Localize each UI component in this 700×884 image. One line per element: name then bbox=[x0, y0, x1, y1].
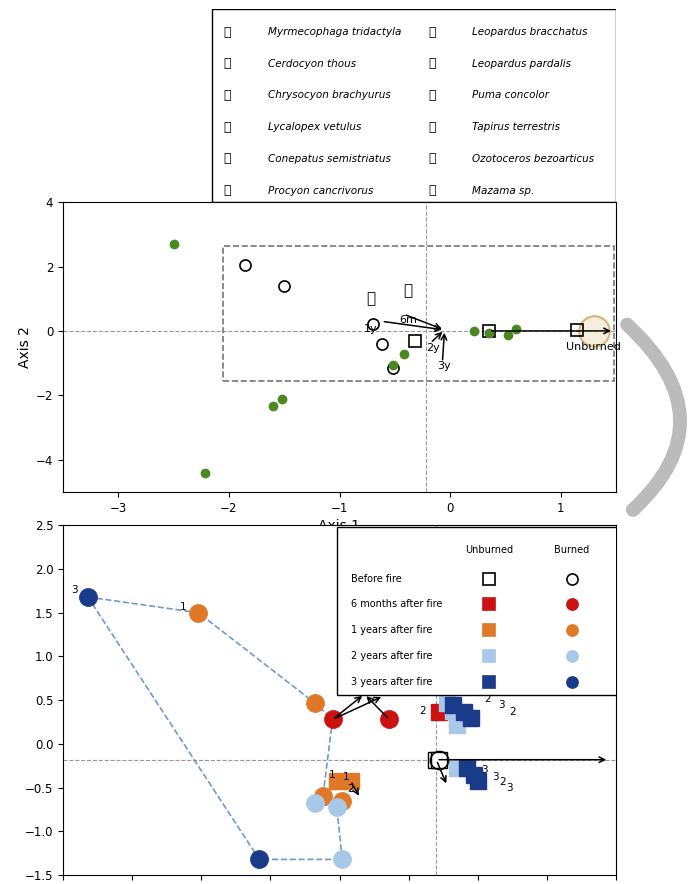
Text: 🔥: 🔥 bbox=[403, 283, 412, 298]
Text: 6 months after fire: 6 months after fire bbox=[351, 599, 442, 609]
Text: Cerdocyon thous: Cerdocyon thous bbox=[267, 58, 356, 69]
Text: Procyon cancrivorus: Procyon cancrivorus bbox=[267, 186, 373, 195]
Text: 3y: 3y bbox=[437, 361, 451, 370]
Text: Lycalopex vetulus: Lycalopex vetulus bbox=[267, 122, 361, 132]
Text: 2: 2 bbox=[499, 777, 506, 788]
Text: Puma concolor: Puma concolor bbox=[473, 90, 550, 101]
Text: Burned: Burned bbox=[554, 545, 589, 555]
Text: 3: 3 bbox=[506, 782, 513, 793]
Text: Unburned: Unburned bbox=[465, 545, 513, 555]
Text: 1: 1 bbox=[180, 602, 187, 612]
Text: 2: 2 bbox=[509, 706, 516, 717]
Text: ⬛: ⬛ bbox=[428, 26, 435, 39]
Text: Tapirus terrestris: Tapirus terrestris bbox=[473, 122, 560, 132]
Text: 1 years after fire: 1 years after fire bbox=[351, 625, 432, 636]
Text: 6m: 6m bbox=[399, 316, 417, 325]
Text: ⬛: ⬛ bbox=[428, 120, 435, 133]
Text: 2y: 2y bbox=[426, 343, 440, 353]
Text: Mazama sp.: Mazama sp. bbox=[473, 186, 535, 195]
Text: Leopardus pardalis: Leopardus pardalis bbox=[473, 58, 571, 69]
Text: Myrmecophaga tridactyla: Myrmecophaga tridactyla bbox=[267, 27, 401, 37]
Text: Unburned: Unburned bbox=[566, 342, 622, 352]
Text: ⬛: ⬛ bbox=[428, 152, 435, 165]
Y-axis label: Axis 2: Axis 2 bbox=[18, 326, 32, 368]
Text: 1: 1 bbox=[329, 770, 336, 780]
Bar bbox=[223, 246, 614, 381]
Text: 3 years after fire: 3 years after fire bbox=[351, 677, 432, 687]
FancyArrowPatch shape bbox=[627, 324, 680, 510]
Text: ⬛: ⬛ bbox=[223, 26, 231, 39]
Text: ⬛: ⬛ bbox=[223, 152, 231, 165]
Text: 2 years after fire: 2 years after fire bbox=[351, 652, 432, 661]
Text: ⬛: ⬛ bbox=[428, 57, 435, 70]
Bar bbox=[212, 9, 616, 202]
FancyBboxPatch shape bbox=[337, 527, 619, 695]
Text: ⬛: ⬛ bbox=[428, 184, 435, 197]
Text: 1: 1 bbox=[343, 773, 350, 782]
X-axis label: Axis 1: Axis 1 bbox=[318, 519, 360, 533]
Text: ⬛: ⬛ bbox=[223, 89, 231, 102]
Text: 1y: 1y bbox=[364, 324, 377, 334]
Text: ⬛: ⬛ bbox=[428, 89, 435, 102]
Text: 🔥: 🔥 bbox=[366, 291, 375, 306]
Text: Ozotoceros bezoarticus: Ozotoceros bezoarticus bbox=[473, 154, 594, 164]
Text: ⬛: ⬛ bbox=[223, 57, 231, 70]
Text: Leopardus bracchatus: Leopardus bracchatus bbox=[473, 27, 588, 37]
Text: Chrysocyon brachyurus: Chrysocyon brachyurus bbox=[267, 90, 391, 101]
Text: Conepatus semistriatus: Conepatus semistriatus bbox=[267, 154, 391, 164]
Text: 3: 3 bbox=[498, 700, 505, 711]
Text: 2: 2 bbox=[419, 705, 426, 716]
Text: 3: 3 bbox=[492, 773, 499, 782]
Text: ⬛: ⬛ bbox=[223, 120, 231, 133]
Text: ⬛: ⬛ bbox=[223, 184, 231, 197]
Text: 2: 2 bbox=[347, 784, 354, 795]
Text: 3: 3 bbox=[71, 585, 78, 595]
Text: Before fire: Before fire bbox=[351, 574, 401, 583]
Text: 3: 3 bbox=[482, 766, 488, 775]
Text: 2: 2 bbox=[484, 694, 491, 705]
